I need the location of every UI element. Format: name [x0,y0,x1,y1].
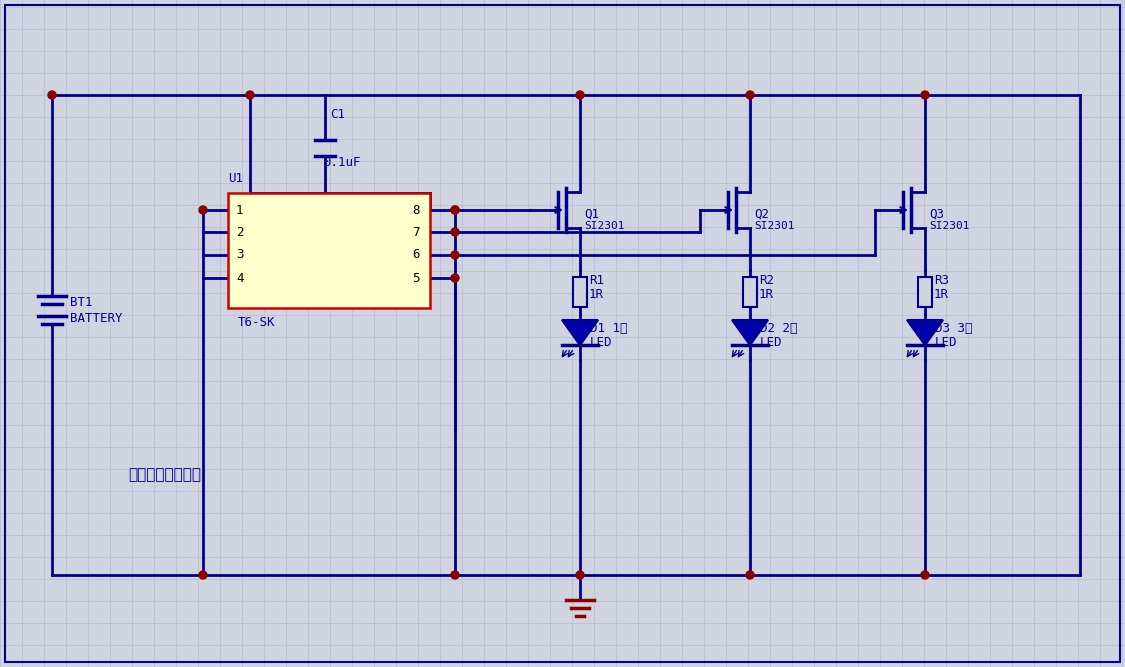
Text: 3: 3 [236,249,243,261]
Text: 上电一种变换输出: 上电一种变换输出 [128,468,201,482]
Circle shape [451,206,459,214]
Bar [918,277,931,307]
Text: 0.1uF: 0.1uF [323,155,360,169]
Text: D3 3路: D3 3路 [935,321,972,334]
Text: D2 2路: D2 2路 [760,321,798,334]
Text: 1R: 1R [590,289,604,301]
Text: 6: 6 [412,249,420,261]
Text: 8: 8 [412,203,420,217]
Text: LED: LED [935,336,957,348]
Circle shape [451,228,459,236]
Circle shape [576,571,584,579]
Circle shape [199,571,207,579]
Bar [742,277,757,307]
Text: R2: R2 [759,273,774,287]
Circle shape [746,571,754,579]
Circle shape [246,91,254,99]
Text: R1: R1 [590,273,604,287]
Circle shape [921,91,929,99]
Text: C1: C1 [330,109,345,121]
Circle shape [451,571,459,579]
Text: SI2301: SI2301 [929,221,970,231]
Circle shape [48,91,56,99]
Text: 1: 1 [236,203,243,217]
Circle shape [451,274,459,282]
Polygon shape [562,320,598,346]
Polygon shape [732,320,768,346]
Text: T6-SK: T6-SK [238,315,276,329]
Text: 1R: 1R [934,289,950,301]
Text: 2: 2 [236,225,243,239]
Bar [573,277,587,307]
Circle shape [199,206,207,214]
Text: Q3: Q3 [929,207,944,221]
Text: U1: U1 [228,173,243,185]
Text: 4: 4 [236,271,243,285]
Text: 1R: 1R [759,289,774,301]
Text: Q1: Q1 [584,207,598,221]
Text: BT1: BT1 [70,297,92,309]
Text: 7: 7 [412,225,420,239]
Text: LED: LED [590,336,612,348]
Text: Q2: Q2 [754,207,770,221]
Text: SI2301: SI2301 [584,221,624,231]
Polygon shape [907,320,943,346]
Text: LED: LED [760,336,783,348]
Bar [228,193,430,308]
Text: R3: R3 [934,273,950,287]
Circle shape [451,251,459,259]
Text: SI2301: SI2301 [754,221,794,231]
Circle shape [451,206,459,214]
Text: BATTERY: BATTERY [70,311,123,325]
Text: D1 1路: D1 1路 [590,321,628,334]
Circle shape [746,91,754,99]
Text: 5: 5 [412,271,420,285]
Circle shape [576,91,584,99]
Circle shape [921,571,929,579]
